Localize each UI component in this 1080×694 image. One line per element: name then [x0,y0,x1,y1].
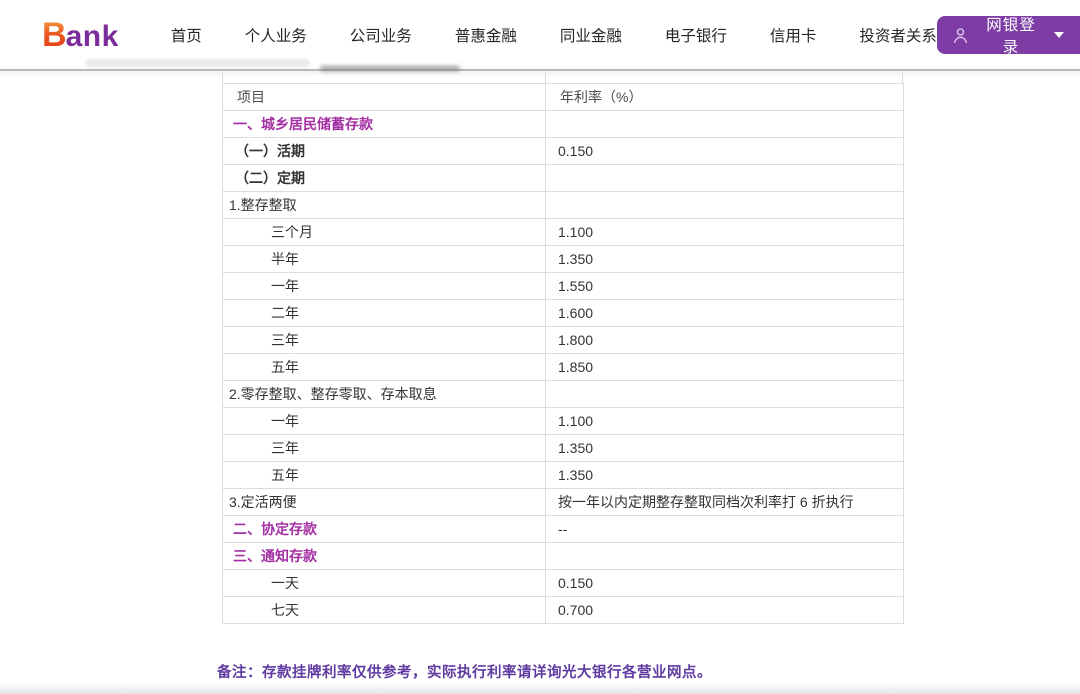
row-label: 一年 [222,407,546,435]
table-row: 三年 1.350 [222,434,904,462]
row-label: 一天 [222,569,546,597]
nav-item-2[interactable]: 个人业务 [244,28,307,45]
table-row: 一、城乡居民储蓄存款 [222,110,904,138]
table-row: 五年 1.350 [222,461,904,489]
table-row: 1.整存整取 [222,191,904,219]
row-label: 三、通知存款 [222,542,546,570]
table-row: 2.零存整取、整存零取、存本取息 [222,380,904,408]
row-value: 1.800 [545,326,904,354]
row-label: 1.整存整取 [222,191,546,219]
row-value: 1.550 [545,272,904,300]
row-value: 1.350 [545,461,904,489]
rates-table-body: 一、城乡居民储蓄存款 （一）活期 0.150 （二）定期 1.整存整取 三个月 1.100 半… [222,110,904,624]
row-label: 一、城乡居民储蓄存款 [222,110,546,138]
nav-item-1[interactable]: 首页 [170,28,202,45]
nav-item-8[interactable]: 投资者关系 [859,28,937,45]
chevron-down-icon [1054,32,1064,38]
table-row: 三、通知存款 [222,542,904,570]
row-value: 0.150 [545,569,904,597]
nav-item-4[interactable]: 普惠金融 [454,28,517,45]
ebank-login-button[interactable]: 网银登录 [936,16,1080,56]
header-divider [0,69,1080,71]
row-label: （一）活期 [222,137,546,165]
clipped-chip-artifact [85,59,310,67]
table-header-row: 项目 年利率（%） [222,83,904,111]
row-label: 一年 [222,272,546,300]
table-row: （一）活期 0.150 [222,137,904,165]
row-label: 三年 [222,326,546,354]
nav-item-6[interactable]: 电子银行 [664,28,727,45]
row-value: 1.100 [545,407,904,435]
table-row: （二）定期 [222,164,904,192]
table-row: 三个月 1.100 [222,218,904,246]
row-value: 1.350 [545,434,904,462]
nav-item-5[interactable]: 同业金融 [559,28,622,45]
row-label: 三年 [222,434,546,462]
table-row: 二、协定存款 -- [222,515,904,543]
row-value [545,542,904,570]
table-row: 二年 1.600 [222,299,904,327]
deposit-rates-table: 项目 年利率（%） 一、城乡居民储蓄存款 （一）活期 0.150 （二）定期 1.整存整… [222,83,904,624]
remark-note: 备注：存款挂牌利率仅供参考，实际执行利率请详询光大银行各营业网点。 [217,665,712,681]
row-value: 按一年以内定期整存整取同档次利率打 6 折执行 [545,488,904,516]
row-value: -- [545,515,904,543]
row-label: 五年 [222,461,546,489]
logo-b-mark: B [42,16,67,54]
login-button-label: 网银登录 [986,17,1036,56]
logo-text: ank [65,20,119,53]
row-label: 3.定活两便 [222,488,546,516]
table-row: 三年 1.800 [222,326,904,354]
row-value: 1.850 [545,353,904,381]
row-value [545,380,904,408]
table-row: 一天 0.150 [222,569,904,597]
row-label: 五年 [222,353,546,381]
row-label: （二）定期 [222,164,546,192]
row-value [545,191,904,219]
row-label: 七天 [222,596,546,624]
table-row: 半年 1.350 [222,245,904,273]
table-row: 五年 1.850 [222,353,904,381]
user-icon [951,26,970,45]
row-value: 1.100 [545,218,904,246]
row-value [545,164,904,192]
clipped-table-row [222,73,903,83]
row-value: 0.150 [545,137,904,165]
row-label: 三个月 [222,218,546,246]
table-row: 一年 1.550 [222,272,904,300]
row-value [545,110,904,138]
row-label: 二年 [222,299,546,327]
clipped-text-artifact [320,66,460,71]
row-label: 二、协定存款 [222,515,546,543]
row-value: 1.600 [545,299,904,327]
bottom-fade [0,682,1080,694]
column-header-rate: 年利率（%） [545,83,904,111]
column-header-item: 项目 [222,83,546,111]
table-row: 3.定活两便 按一年以内定期整存整取同档次利率打 6 折执行 [222,488,904,516]
row-value: 0.700 [545,596,904,624]
row-label: 2.零存整取、整存零取、存本取息 [222,380,546,408]
main-nav: 首页 个人业务 公司业务 普惠金融 同业金融 电子银行 信用卡 投资者关系 [171,24,937,46]
table-row: 七天 0.700 [222,596,904,624]
row-value: 1.350 [545,245,904,273]
nav-item-7[interactable]: 信用卡 [769,28,817,45]
table-row: 一年 1.100 [222,407,904,435]
row-label: 半年 [222,245,546,273]
nav-item-3[interactable]: 公司业务 [349,28,412,45]
